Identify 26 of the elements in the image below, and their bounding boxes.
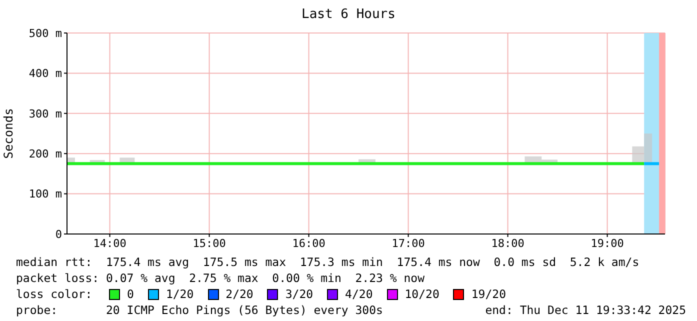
legend-label: 1/20 [166, 286, 194, 302]
legend-label: 19/20 [471, 286, 506, 302]
legend-title: loss color: [16, 286, 94, 302]
legend-label: 3/20 [285, 286, 314, 302]
text: median rtt: 175.4 ms avg 175.5 ms max 175.3 ms min 175.4 ms now 0.0 ms sd 5.2 k am/s [16, 254, 640, 270]
x-tick-label: 19:00 [590, 236, 624, 250]
text: end: Thu Dec 11 19:33:42 2025 [485, 302, 686, 318]
x-tick-label: 17:00 [392, 236, 425, 250]
x-tick-label: 18:00 [491, 236, 524, 250]
y-tick-label: 300 m [28, 107, 62, 120]
y-tick-label: 100 m [28, 188, 62, 201]
legend-label: 10/20 [404, 286, 440, 302]
x-tick-label: 15:00 [192, 236, 226, 250]
y-tick-label: 200 m [28, 148, 62, 161]
x-tick-label: 16:00 [292, 236, 326, 250]
y-tick-label: 0 [55, 228, 62, 241]
legend-label: 4/20 [345, 286, 373, 302]
y-axis-title: Seconds [1, 108, 16, 159]
text: packet loss: 0.07 % avg 2.75 % max 0.00 % min 2.23 % now [16, 270, 426, 286]
legend-label: 0 [127, 286, 134, 302]
y-tick-label: 500 m [28, 26, 62, 40]
y-tick-label: 400 m [28, 67, 62, 80]
legend-label: 2/20 [226, 286, 254, 302]
chart-title: Last 6 Hours [300, 7, 396, 22]
x-tick-label: 14:00 [93, 236, 126, 250]
text: probe: 20 ICMP Echo Pings (56 Bytes) every 300s [16, 302, 383, 318]
